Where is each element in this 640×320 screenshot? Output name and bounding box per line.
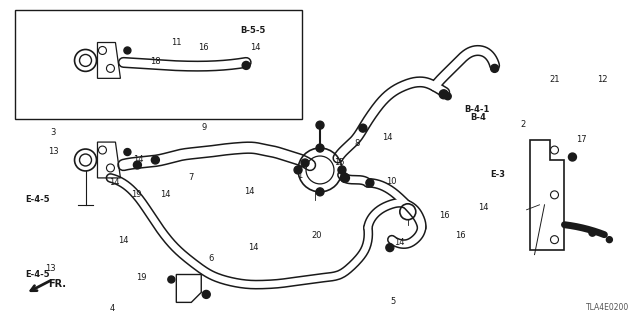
Circle shape [359,124,367,132]
Text: E-3: E-3 [490,170,505,179]
Text: 14: 14 [382,132,392,141]
Text: B-5-5: B-5-5 [240,27,266,36]
Text: B-4-1: B-4-1 [464,105,489,114]
Circle shape [444,93,451,100]
Circle shape [338,166,346,174]
Text: 9: 9 [201,123,206,132]
Text: 16: 16 [439,211,450,220]
Circle shape [366,179,374,187]
Text: 14: 14 [132,156,143,164]
Text: 11: 11 [171,38,182,47]
Text: 16: 16 [198,43,209,52]
Circle shape [386,244,394,252]
Text: 10: 10 [387,177,397,186]
Text: 20: 20 [312,231,322,240]
Circle shape [316,144,324,152]
Text: FR.: FR. [49,279,67,290]
Text: 16: 16 [455,231,466,240]
Text: 8: 8 [355,139,360,148]
Circle shape [152,156,159,164]
Circle shape [340,173,349,182]
Text: 1: 1 [297,171,302,180]
Circle shape [589,229,596,236]
Text: 14: 14 [395,238,405,247]
Circle shape [202,291,210,298]
Text: 14: 14 [109,179,120,188]
Circle shape [124,148,131,156]
Circle shape [124,47,131,54]
Text: 14: 14 [250,43,260,52]
Circle shape [606,237,612,243]
Circle shape [242,61,250,69]
Text: 5: 5 [391,297,396,306]
Text: 6: 6 [209,254,214,263]
Text: 21: 21 [550,75,560,84]
Text: 15: 15 [334,158,344,167]
Text: 14: 14 [160,190,171,199]
Text: 7: 7 [188,173,194,182]
Text: 14: 14 [244,188,255,196]
Text: E-4-5: E-4-5 [25,269,49,279]
Circle shape [491,64,499,72]
Circle shape [294,166,302,174]
Circle shape [316,188,324,196]
Circle shape [301,159,309,167]
Text: 3: 3 [51,128,56,137]
Text: TLA4E0200: TLA4E0200 [586,303,629,312]
Text: 14: 14 [248,243,258,252]
Text: 18: 18 [150,57,161,66]
Bar [15,10,302,119]
Circle shape [133,161,141,169]
Text: E-4-5: E-4-5 [25,195,49,204]
Text: 17: 17 [577,135,587,144]
Text: 12: 12 [597,75,607,84]
Circle shape [316,121,324,129]
Text: 4: 4 [110,304,115,313]
Text: 13: 13 [45,264,56,273]
Circle shape [568,153,577,161]
Text: 13: 13 [48,147,58,156]
Text: 14: 14 [477,203,488,212]
Text: 2: 2 [520,120,525,129]
Text: 14: 14 [118,236,129,245]
Text: 19: 19 [131,190,141,199]
Circle shape [168,276,175,283]
Text: B-4: B-4 [470,114,486,123]
Text: 19: 19 [136,273,147,282]
Circle shape [439,90,448,99]
